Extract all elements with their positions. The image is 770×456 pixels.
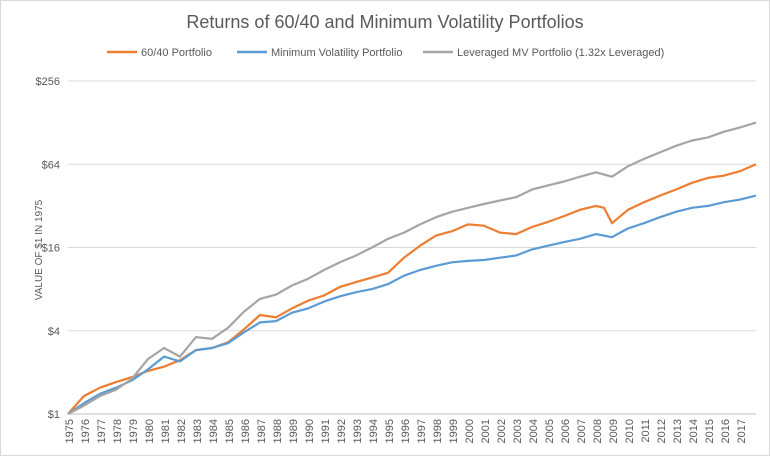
series-line-leveraged-mv [67,121,757,415]
y-axis-ticks: $1 $4 $16 $64 $256 [36,76,60,421]
x-tick-label: 1990 [304,419,316,443]
x-tick-label: 2013 [672,419,684,443]
y-tick-label: $4 [48,326,60,338]
x-tick-label: 1978 [112,419,124,443]
x-tick-label: 1976 [80,419,92,443]
x-tick-label: 2000 [464,419,476,443]
legend: 60/40 Portfolio Minimum Volatility Portf… [107,47,664,59]
x-tick-label: 1988 [272,419,284,443]
x-tick-label: 1993 [352,419,364,443]
x-tick-label: 1981 [160,419,172,443]
x-tick-label: 1998 [432,419,444,443]
x-tick-label: 2002 [496,419,508,443]
series-line-min-vol [67,194,757,415]
x-tick-label: 1985 [224,419,236,443]
x-tick-label: 2012 [656,419,668,443]
x-tick-label: 2015 [704,419,716,443]
x-tick-label: 2014 [688,419,700,443]
y-tick-label: $256 [36,76,60,88]
legend-label-leveraged-mv: Leveraged MV Portfolio (1.32x Leveraged) [457,47,664,59]
x-tick-label: 2011 [640,419,652,443]
x-tick-label: 1996 [400,419,412,443]
x-axis-ticks: 1975 1976 1977 1978 1979 1980 1981 1982 1983 1984… [64,419,748,443]
x-tick-label: 1999 [448,419,460,443]
x-tick-label: 2007 [576,419,588,443]
series-line-60-40 [67,163,757,415]
legend-label-60-40: 60/40 Portfolio [141,47,212,59]
x-tick-label: 1983 [192,419,204,443]
x-tick-label: 1979 [128,419,140,443]
x-tick-label: 1975 [64,419,76,443]
series-lines [67,121,757,415]
x-tick-label: 2006 [560,419,572,443]
x-tick-label: 1987 [256,419,268,443]
x-tick-label: 2004 [528,419,540,443]
x-tick-label: 2003 [512,419,524,443]
x-tick-label: 1994 [368,419,380,443]
y-axis-label: VALUE OF $1 IN 1975 [34,199,45,300]
gridlines [68,80,756,332]
legend-label-min-vol: Minimum Volatility Portfolio [271,47,402,59]
x-tick-label: 1982 [176,419,188,443]
x-tick-label: 1989 [288,419,300,443]
chart-title: Returns of 60/40 and Minimum Volatility … [186,12,583,32]
x-tick-label: 1997 [416,419,428,443]
x-tick-label: 1995 [384,419,396,443]
x-tick-label: 2001 [480,419,492,443]
x-tick-label: 2010 [624,419,636,443]
x-tick-label: 2009 [608,419,620,443]
x-tick-label: 1991 [320,419,332,443]
x-tick-label: 2017 [736,419,748,443]
x-tick-label: 2008 [592,419,604,443]
x-tick-label: 1980 [144,419,156,443]
x-tick-label: 1986 [240,419,252,443]
x-tick-label: 2005 [544,419,556,443]
x-tick-label: 2016 [720,419,732,443]
y-tick-label: $16 [42,243,60,255]
x-tick-label: 1977 [96,419,108,443]
y-tick-label: $64 [42,159,60,171]
y-tick-label: $1 [48,409,60,421]
x-tick-label: 1984 [208,419,220,443]
x-tick-label: 1992 [336,419,348,443]
